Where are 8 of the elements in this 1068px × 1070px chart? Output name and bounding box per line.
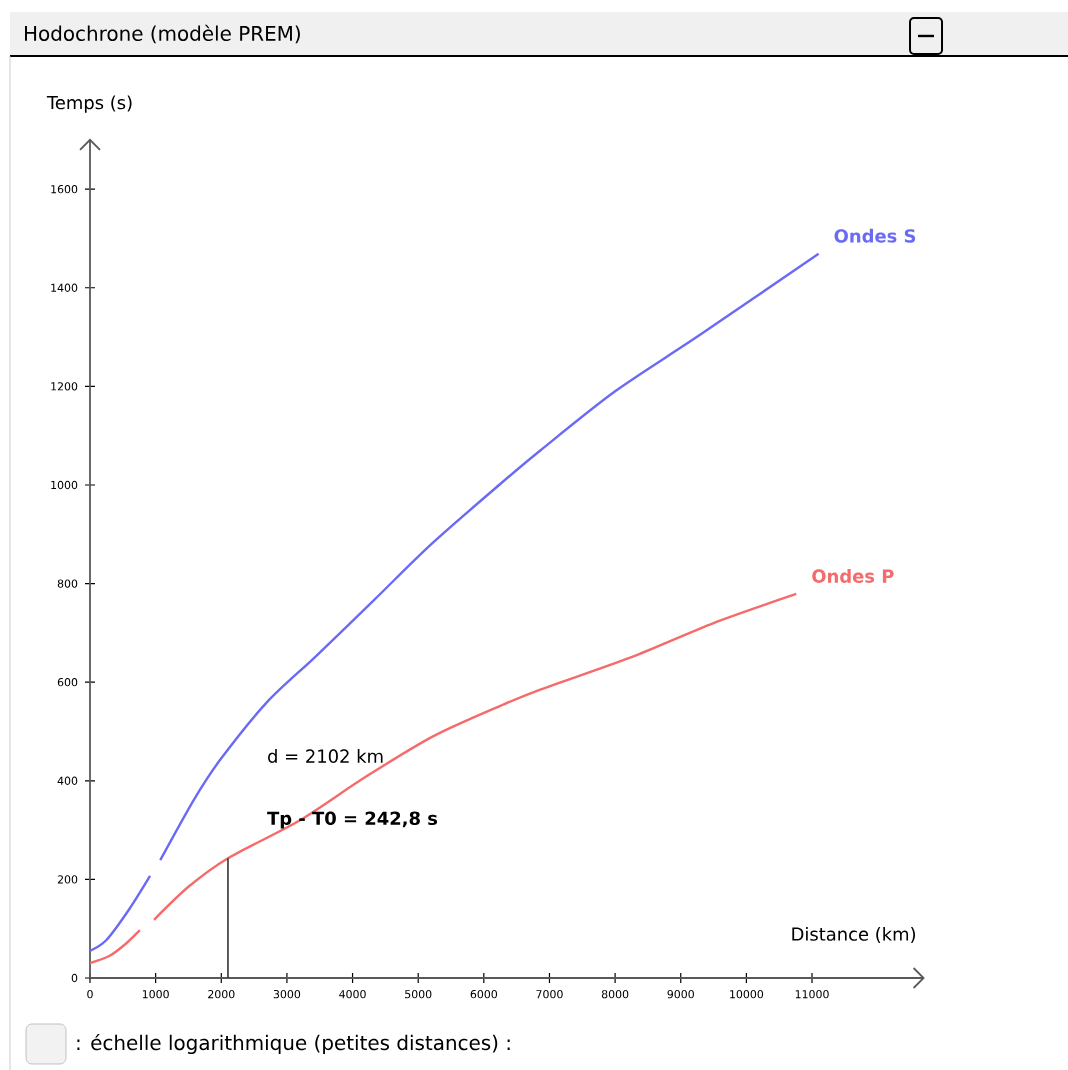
text: : échelle logarithmique (petites distances) : <box>77 1033 510 1055</box>
chart-title: Hodochrone (modèle PREM) <box>25 24 300 44</box>
series-label: Ondes P <box>812 569 894 583</box>
y-axis-title: Temps (s) <box>46 95 132 113</box>
annotation: Tp - T0 = 242,8 s <box>267 811 438 829</box>
annotation: d = 2102 km <box>268 749 383 763</box>
x-axis-title: Distance (km) <box>792 926 916 943</box>
series-label: Ondes S <box>834 228 916 243</box>
